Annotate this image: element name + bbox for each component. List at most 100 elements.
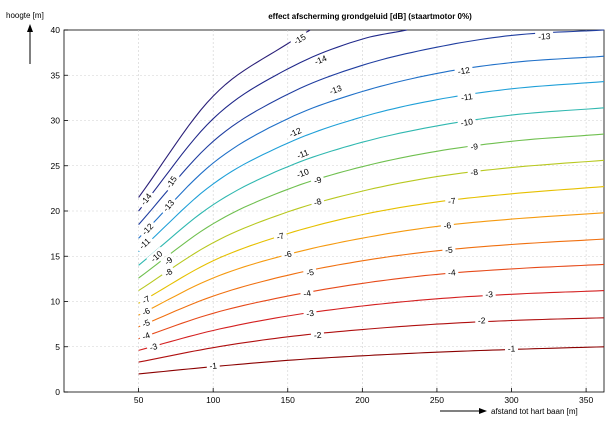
contour-label: -12 <box>457 65 471 77</box>
contour-label: -4 <box>448 267 457 278</box>
contour-label-group: -8 <box>309 195 325 208</box>
contour-label-group: -12 <box>454 64 474 77</box>
y-tick-label: 5 <box>55 342 60 352</box>
contour-label-bg <box>292 146 313 162</box>
contour-label-bg <box>299 287 315 299</box>
contour-label-bg <box>454 64 474 77</box>
contour-label-group: -1 <box>206 360 221 371</box>
contour-label-group: -5 <box>302 266 318 278</box>
contour-label-bg <box>302 307 318 319</box>
contour-label-group: -3 <box>145 340 161 353</box>
contour-label-bg <box>137 304 154 319</box>
x-tick-label: 350 <box>579 395 593 405</box>
contour-line <box>138 29 408 212</box>
contour-line <box>138 133 605 279</box>
contour-label: -2 <box>478 315 486 325</box>
contour-label-group: -11 <box>292 146 313 162</box>
y-tick-label: 40 <box>51 25 61 35</box>
contour-label-group: -5 <box>138 316 154 330</box>
contour-label-group: -13 <box>535 30 554 42</box>
contour-line <box>138 186 605 304</box>
contour-label-bg <box>134 233 154 253</box>
contour-label-group: -7 <box>137 292 154 307</box>
contour-line <box>138 212 605 316</box>
contour-label: -4 <box>302 288 312 299</box>
contour-label-group: -2 <box>310 329 325 340</box>
contour-label-group: -8 <box>467 166 482 178</box>
contour-label-group: -7 <box>272 229 288 243</box>
contour-label-group: -1 <box>504 343 519 354</box>
contour-label-group: -4 <box>299 287 315 299</box>
contour-label: -13 <box>538 31 551 42</box>
y-tick-label: 30 <box>51 116 61 126</box>
contour-label-bg <box>444 266 459 278</box>
contour-label-group: -13 <box>325 81 346 97</box>
contour-label-bg <box>457 116 477 128</box>
contour-label-bg <box>137 219 157 239</box>
contour-label: -5 <box>141 317 152 329</box>
contour-label: -8 <box>313 196 323 208</box>
contour-label: -12 <box>288 125 304 139</box>
contour-label-bg <box>284 124 306 140</box>
contour-label: -7 <box>140 293 152 306</box>
contour-label-group: -6 <box>440 219 455 231</box>
y-tick-label: 35 <box>51 70 61 80</box>
contour-label-bg <box>325 81 346 97</box>
axis-ticks: 50 100 150 200 250 300 350 0 5 10 15 20 25 30 35 40 <box>51 25 594 405</box>
contour-line <box>138 81 605 253</box>
contour-label-group: -12 <box>284 124 306 140</box>
contour-label-bg <box>280 247 296 260</box>
contour-label-bg <box>160 252 176 268</box>
contour-lines <box>138 29 605 375</box>
contour-label: -9 <box>313 174 323 186</box>
contour-label-bg <box>138 329 154 342</box>
contour-label: -4 <box>141 330 152 342</box>
contour-label-group: -6 <box>280 247 296 260</box>
contour-label: -10 <box>295 166 310 180</box>
x-axis-label: afstand tot hart baan [m] <box>491 407 578 416</box>
contour-label-group: -14 <box>310 51 331 68</box>
contour-label: -7 <box>275 230 285 242</box>
contour-label-bg <box>310 329 325 340</box>
contour-label: -1 <box>209 360 218 371</box>
x-tick-label: 300 <box>504 395 518 405</box>
contour-label-bg <box>272 229 288 243</box>
contour-label-bg <box>444 195 459 206</box>
contour-label-bg <box>302 266 318 278</box>
contour-line <box>138 107 605 266</box>
contour-label-bg <box>206 360 221 371</box>
contour-label-bg <box>467 140 482 152</box>
contour-label: -3 <box>149 341 159 353</box>
contour-label-bg <box>136 189 155 209</box>
contour-label-group: -5 <box>441 244 456 256</box>
contour-label: -11 <box>460 91 473 103</box>
contour-label-bg <box>310 51 331 68</box>
contour-line <box>138 238 605 328</box>
contour-label-bg <box>309 195 325 208</box>
contour-label-bg <box>457 90 477 103</box>
contour-label-bg <box>145 340 161 353</box>
x-tick-label: 200 <box>355 395 369 405</box>
contour-label-group: -8 <box>160 264 177 280</box>
contour-line <box>138 29 605 225</box>
contour-label-group: -10 <box>292 165 313 180</box>
y-axis-arrow-head <box>27 24 33 32</box>
contour-label-group: -4 <box>138 329 154 342</box>
contour-label-bg <box>535 30 554 41</box>
y-tick-label: 0 <box>55 387 60 397</box>
contour-label: -8 <box>470 167 479 178</box>
contour-label-group: -10 <box>457 116 477 128</box>
contour-label-group: -11 <box>457 90 477 103</box>
contour-label: -5 <box>445 245 454 256</box>
contour-line <box>138 317 605 363</box>
contour-label: -5 <box>305 267 315 278</box>
contour-label-group: -3 <box>482 288 496 299</box>
y-tick-label: 20 <box>51 206 61 216</box>
contour-label-bg <box>467 166 482 177</box>
contour-label: -6 <box>443 220 452 231</box>
contour-label: -14 <box>313 53 328 67</box>
contour-label-bg <box>482 288 496 299</box>
contour-label-group: -9 <box>467 140 482 152</box>
contour-label-group: -6 <box>137 304 154 319</box>
